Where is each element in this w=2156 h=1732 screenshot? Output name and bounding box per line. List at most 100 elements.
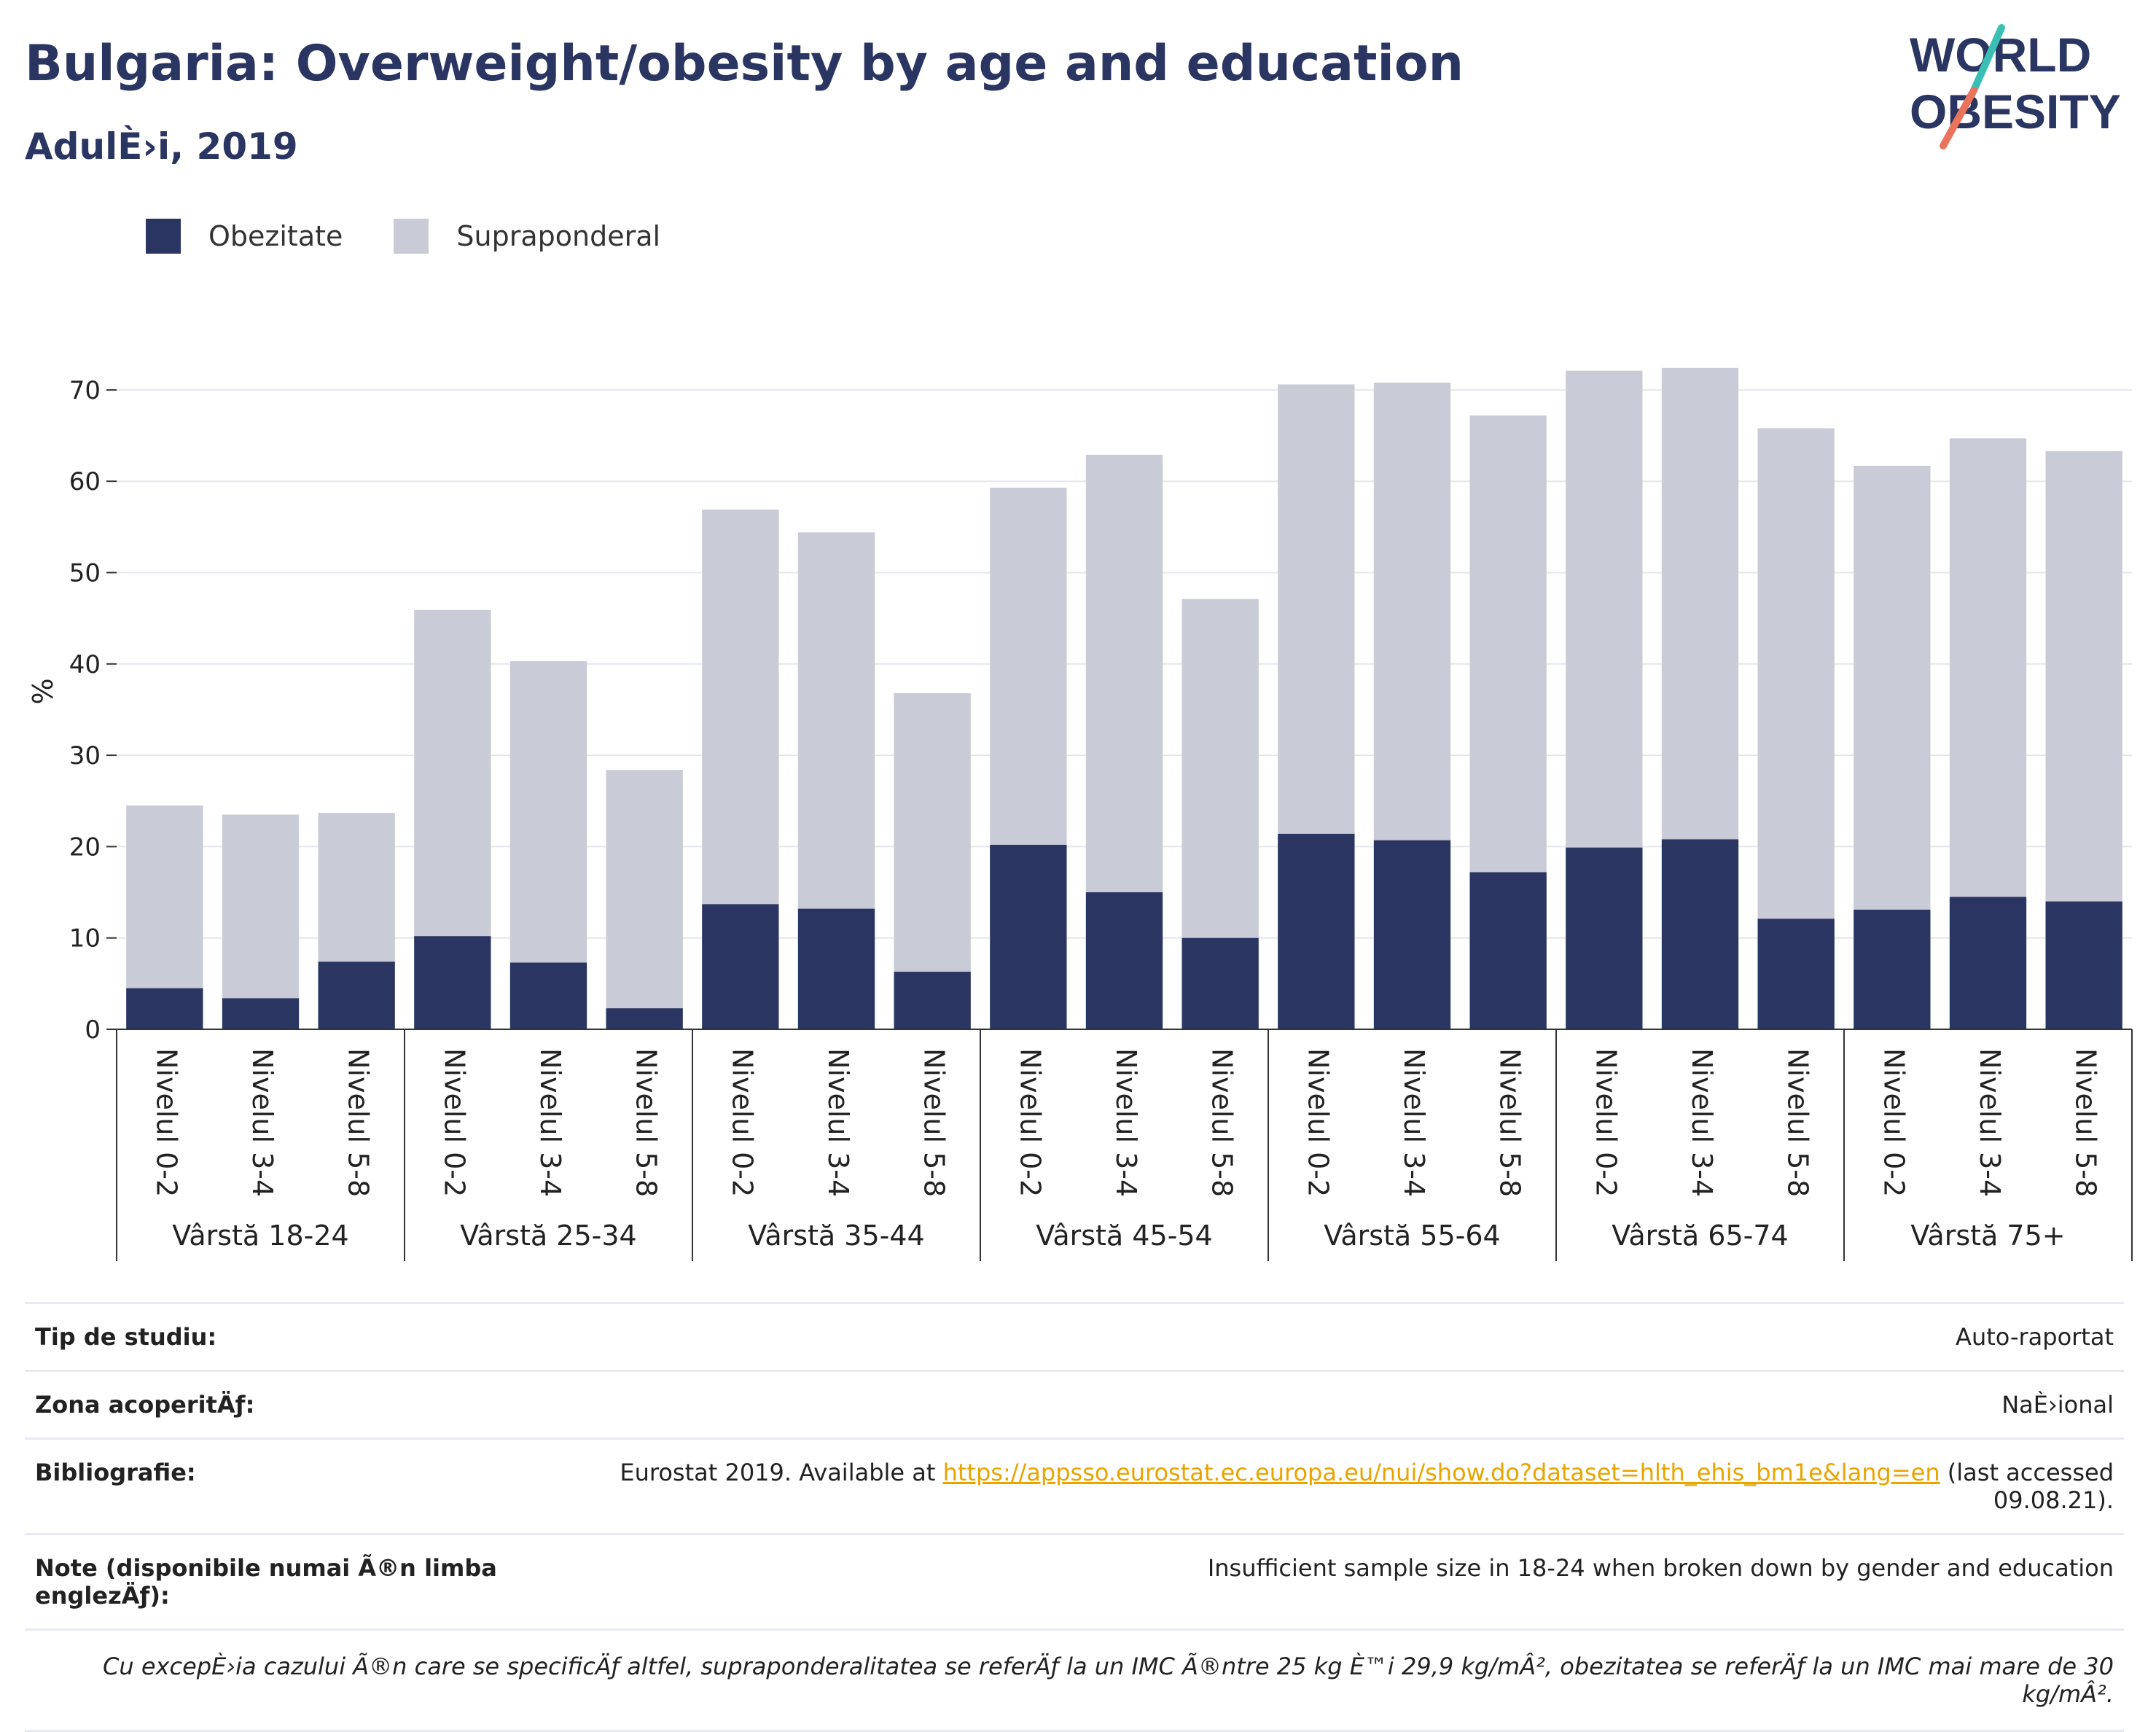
bar-overweight-17 [1757, 428, 1835, 919]
group-label-6: Vârstă 75+ [1910, 1220, 2065, 1252]
bibliography-prefix: Eurostat 2019. Available at [620, 1459, 943, 1486]
bibliography-label: Bibliografie: [35, 1459, 196, 1486]
x-tick-label-20: Nivelul 5-8 [2070, 1048, 2102, 1197]
x-tick-label-1: Nivelul 3-4 [246, 1048, 278, 1197]
bar-overweight-7 [797, 532, 875, 909]
study-type-label: Tip de studiu: [35, 1323, 217, 1351]
y-tick-label-0: 0 [85, 1015, 101, 1045]
x-tick-label-18: Nivelul 0-2 [1878, 1048, 1910, 1197]
world-obesity-logo: WORLD OBESITY [1910, 24, 2121, 149]
coverage-value: NaÈ›ional [2001, 1391, 2114, 1419]
y-tick-label-60: 60 [69, 467, 101, 496]
chart-legend: Obezitate Supraponderal [146, 216, 711, 257]
x-tick-label-2: Nivelul 5-8 [343, 1048, 375, 1197]
bar-overweight-2 [318, 813, 395, 962]
group-label-4: Vârstă 55-64 [1324, 1220, 1500, 1252]
logo-text-obesity: OBESITY [1910, 85, 2121, 139]
logo-slash-coral [1940, 87, 1977, 149]
coverage-label: Zona acoperitÄƒ: [35, 1391, 255, 1419]
notes-label: Note (disponibile numai Ã®n limba englez… [35, 1554, 497, 1610]
x-tick-label-7: Nivelul 3-4 [822, 1048, 854, 1197]
legend-swatch-obesity [146, 219, 181, 254]
y-tick-label-20: 20 [69, 832, 101, 862]
x-tick-label-19: Nivelul 3-4 [1974, 1048, 2006, 1197]
bar-overweight-12 [1278, 384, 1355, 834]
legend-swatch-overweight [394, 219, 429, 254]
info-table: Tip de studiu: Auto-raportat Zona acoper… [25, 1302, 2124, 1732]
bar-overweight-6 [702, 510, 779, 905]
bar-overweight-3 [414, 609, 491, 937]
bar-obesity-15 [1566, 847, 1643, 1029]
bar-obesity-0 [126, 988, 203, 1029]
x-tick-label-14: Nivelul 5-8 [1494, 1048, 1526, 1197]
bar-obesity-1 [222, 998, 300, 1029]
x-tick-label-11: Nivelul 5-8 [1206, 1048, 1238, 1197]
x-tick-label-10: Nivelul 3-4 [1110, 1048, 1142, 1197]
chart-subtitle: AdulÈ›i, 2019 [25, 125, 298, 168]
bar-overweight-0 [126, 805, 203, 988]
bar-obesity-5 [606, 1008, 683, 1029]
bar-obesity-6 [702, 904, 779, 1029]
y-tick-label-50: 50 [69, 559, 101, 588]
group-label-5: Vârstă 65-74 [1612, 1220, 1788, 1252]
x-tick-label-16: Nivelul 3-4 [1686, 1048, 1718, 1197]
legend-item-overweight: Supraponderal [394, 219, 660, 254]
x-tick-label-4: Nivelul 3-4 [534, 1048, 566, 1197]
bibliography-value: Eurostat 2019. Available at https://apps… [516, 1459, 2114, 1514]
bar-overweight-14 [1469, 415, 1547, 873]
bar-obesity-20 [2045, 901, 2122, 1029]
info-row-study: Tip de studiu: Auto-raportat [25, 1302, 2124, 1370]
y-tick-label-30: 30 [69, 741, 101, 771]
bar-overweight-4 [509, 661, 587, 963]
bibliography-suffix: (last accessed 09.08.21). [1940, 1459, 2114, 1514]
x-tick-label-3: Nivelul 0-2 [438, 1048, 470, 1197]
group-label-1: Vârstă 25-34 [460, 1220, 636, 1252]
y-axis-label: % [27, 678, 59, 704]
y-tick-label-70: 70 [69, 376, 101, 405]
x-tick-label-5: Nivelul 5-8 [630, 1048, 663, 1197]
bibliography-link[interactable]: https://appsso.eurostat.ec.europa.eu/nui… [942, 1459, 1940, 1486]
bar-overweight-5 [606, 770, 683, 1009]
bar-obesity-14 [1469, 872, 1547, 1029]
group-label-3: Vârstă 45-54 [1036, 1220, 1212, 1252]
bar-obesity-13 [1373, 840, 1451, 1029]
bar-obesity-3 [414, 936, 491, 1029]
y-tick-label-40: 40 [69, 650, 101, 679]
bar-obesity-19 [1949, 897, 2027, 1029]
bar-overweight-16 [1661, 367, 1739, 840]
x-tick-label-17: Nivelul 5-8 [1782, 1048, 1814, 1197]
bar-overweight-19 [1949, 438, 2027, 897]
info-row-bibliography: Bibliografie: Eurostat 2019. Available a… [25, 1438, 2124, 1533]
bar-overweight-13 [1373, 382, 1451, 840]
x-tick-label-6: Nivelul 0-2 [726, 1048, 758, 1197]
x-tick-label-13: Nivelul 3-4 [1398, 1048, 1430, 1197]
bar-obesity-9 [990, 844, 1067, 1029]
bar-obesity-16 [1661, 839, 1739, 1029]
group-label-2: Vârstă 35-44 [748, 1220, 924, 1252]
x-tick-label-8: Nivelul 5-8 [918, 1048, 950, 1197]
bar-overweight-15 [1566, 370, 1643, 848]
x-tick-label-0: Nivelul 0-2 [150, 1048, 182, 1197]
bar-obesity-2 [318, 961, 395, 1029]
legend-label-obesity: Obezitate [208, 220, 343, 252]
bar-obesity-17 [1757, 918, 1835, 1029]
info-row-notes: Note (disponibile numai Ã®n limba englez… [25, 1533, 2124, 1628]
legend-item-obesity: Obezitate [146, 219, 343, 254]
notes-value: Insufficient sample size in 18-24 when b… [1207, 1554, 2114, 1582]
y-tick-label-10: 10 [69, 924, 101, 953]
x-tick-label-15: Nivelul 0-2 [1590, 1048, 1622, 1197]
bar-overweight-10 [1085, 454, 1163, 893]
bar-overweight-1 [222, 814, 300, 999]
bar-overweight-9 [990, 487, 1067, 845]
chart-title: Bulgaria: Overweight/obesity by age and … [25, 35, 1464, 93]
bar-overweight-18 [1854, 465, 1931, 910]
footnote: Cu excepÈ›ia cazului Ã®n care se specifi… [25, 1628, 2124, 1732]
x-tick-label-9: Nivelul 0-2 [1014, 1048, 1046, 1197]
logo-slash-teal [1970, 24, 2005, 94]
bar-obesity-11 [1181, 937, 1259, 1029]
x-tick-label-12: Nivelul 0-2 [1302, 1048, 1334, 1197]
bar-obesity-12 [1278, 833, 1355, 1029]
bar-obesity-4 [509, 962, 587, 1029]
bar-overweight-11 [1181, 598, 1259, 938]
bar-obesity-8 [894, 972, 971, 1029]
